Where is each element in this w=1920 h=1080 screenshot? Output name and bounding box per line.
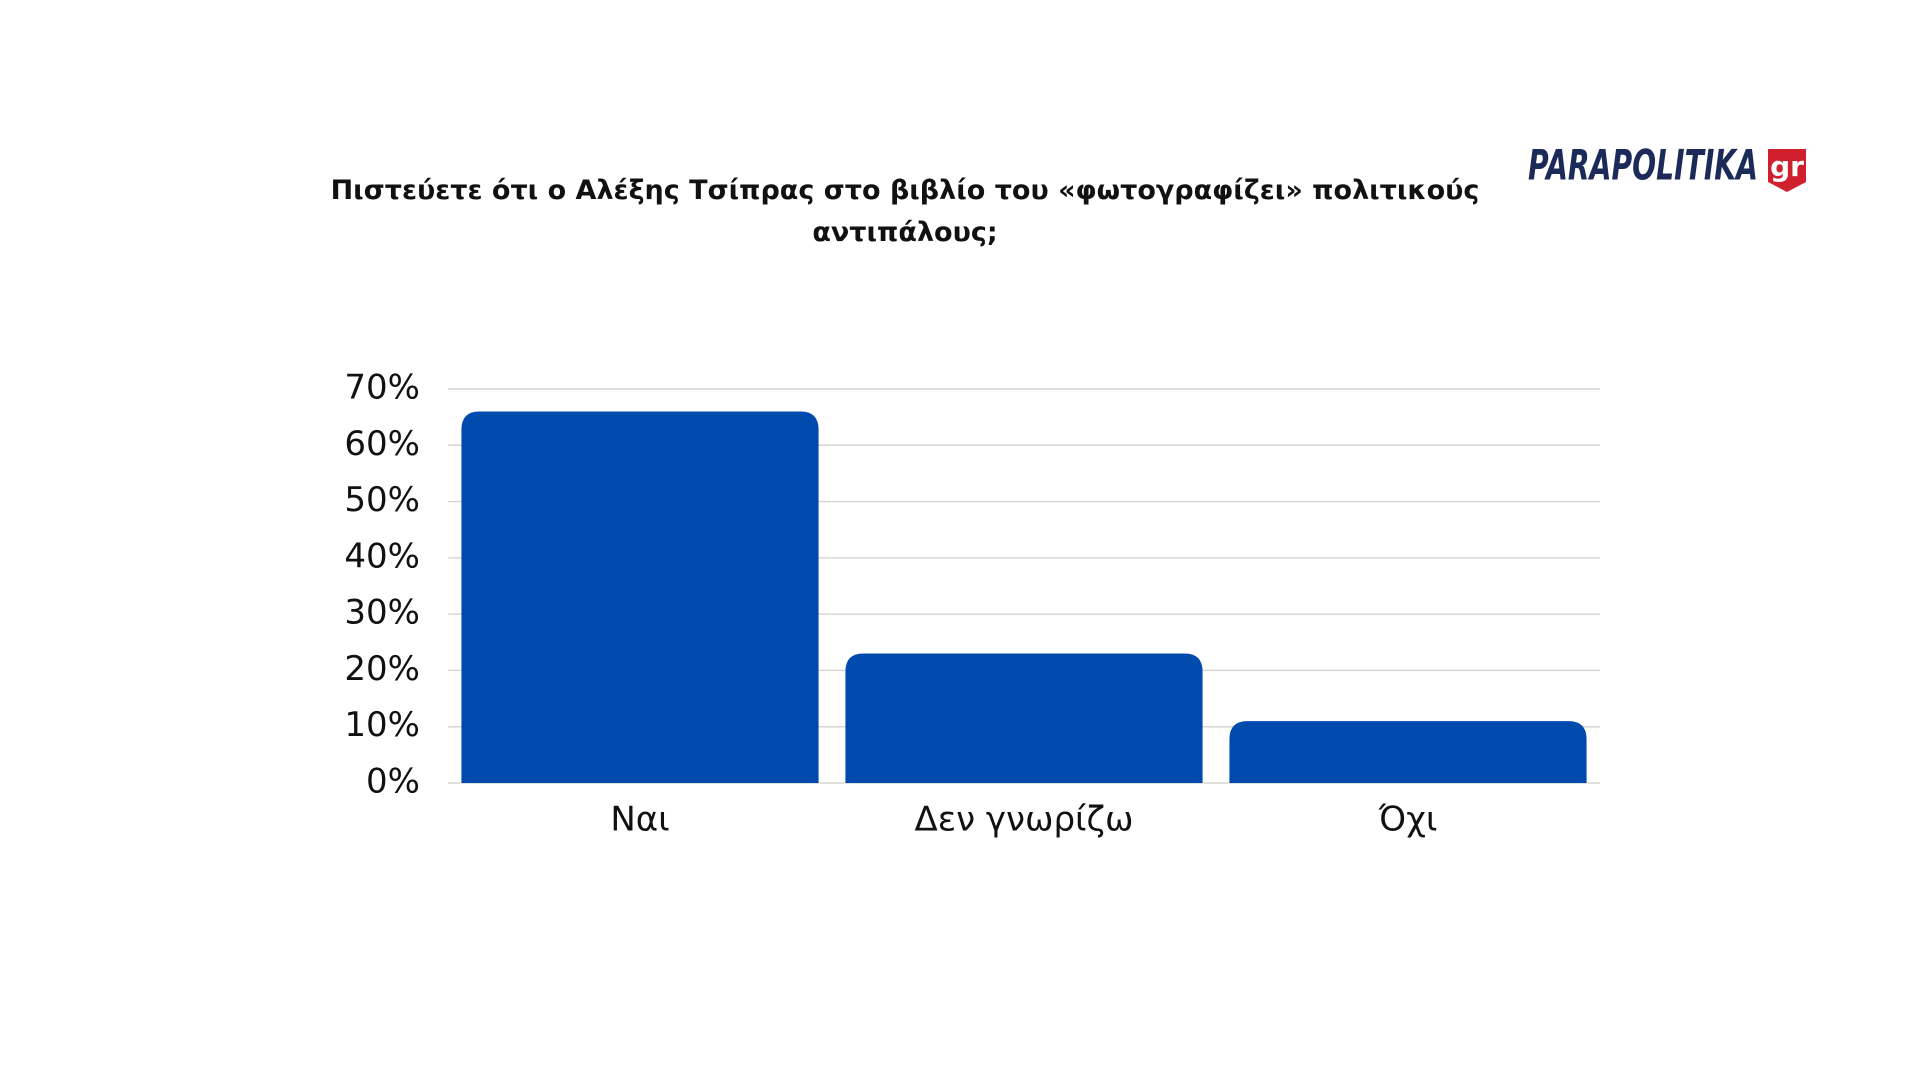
logo-text: PARAPOLITIKA [1528,141,1758,190]
logo-badge [1768,149,1806,192]
x-tick-label: Δεν γνωρίζω [914,800,1133,840]
y-tick-label: 20% [344,649,420,689]
x-tick-label: Όχι [1378,800,1438,840]
x-tick-label: Ναι [610,800,669,840]
logo-suffix: gr [1770,150,1804,183]
y-tick-label: 50% [344,480,420,520]
y-tick-label: 70% [344,368,420,408]
y-tick-label: 0% [366,762,420,802]
chart-title: Πιστεύετε ότι ο Αλέξης Τσίπρας στο βιβλί… [330,175,1480,248]
y-tick-label: 30% [344,593,420,633]
y-tick-label: 10% [344,705,420,745]
bar [461,411,819,783]
logo: PARAPOLITIKA gr [1528,141,1806,192]
bar [1229,721,1587,783]
bar [845,653,1203,783]
y-tick-label: 40% [344,536,420,576]
y-tick-label: 60% [344,424,420,464]
